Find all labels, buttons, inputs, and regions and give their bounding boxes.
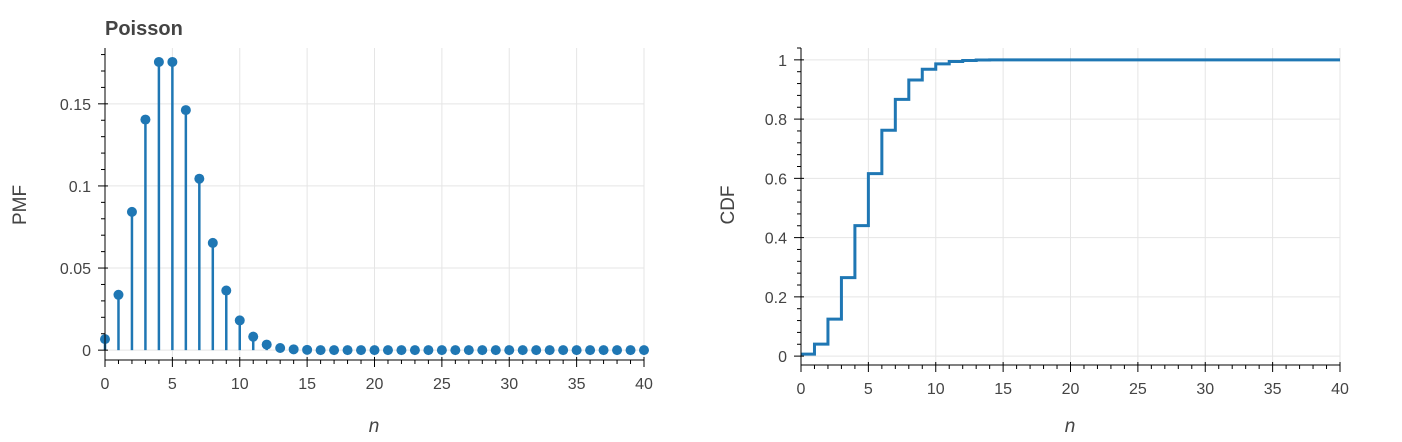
pmf-x-tick-label: 30 [500, 376, 518, 393]
cdf-y-tick-label: 0.6 [765, 171, 787, 188]
cdf-y-tick-label: 0.8 [765, 112, 787, 129]
pmf-x-tick-label: 0 [101, 376, 110, 393]
pmf-point [625, 345, 636, 356]
pmf-point [598, 345, 609, 356]
cdf-chart: 0 5 10 15 20 25 30 35 40 0 0.2 0.4 0.6 0.8 1 CDF n [718, 47, 1349, 437]
pmf-point [504, 345, 515, 356]
cdf-x-tick-label: 40 [1331, 381, 1349, 398]
pmf-point [531, 345, 542, 356]
pmf-point [517, 345, 528, 356]
pmf-y-tick-label: 0.05 [60, 261, 91, 278]
cdf-x-tick-label: 5 [864, 381, 873, 398]
pmf-x-tick-label: 40 [635, 376, 653, 393]
cdf-x-tick-label: 15 [994, 381, 1012, 398]
pmf-point [180, 105, 191, 116]
pmf-point [261, 339, 272, 350]
pmf-x-tick-label: 35 [568, 376, 586, 393]
pmf-point [490, 345, 501, 356]
cdf-x-tick-label: 10 [927, 381, 945, 398]
pmf-point [396, 345, 407, 356]
pmf-point [275, 343, 286, 354]
pmf-point [477, 345, 488, 356]
pmf-point [639, 345, 649, 356]
pmf-point [571, 345, 582, 356]
pmf-point [463, 345, 474, 356]
pmf-y-tick-label: 0.1 [69, 179, 91, 196]
pmf-point [612, 345, 623, 356]
pmf-x-tick-label: 25 [433, 376, 451, 393]
pmf-point [423, 345, 434, 356]
pmf-point [356, 345, 367, 356]
pmf-point [140, 114, 151, 125]
pmf-x-tick-label: 20 [366, 376, 384, 393]
cdf-y-tick-label: 0.2 [765, 290, 787, 307]
pmf-point [382, 345, 393, 356]
pmf-point [315, 345, 326, 356]
pmf-point [248, 331, 259, 342]
cdf-x-tick-label: 30 [1196, 381, 1214, 398]
pmf-point [302, 344, 313, 355]
pmf-axes: 0 5 10 15 20 25 30 35 40 0 0.05 0.1 0.15 [60, 48, 653, 393]
cdf-x-tick-label: 0 [797, 381, 806, 398]
cdf-step-path [801, 58, 1340, 356]
pmf-x-tick-label: 15 [298, 376, 316, 393]
pmf-point [234, 315, 245, 326]
pmf-point [342, 345, 353, 356]
pmf-point [409, 345, 420, 356]
pmf-y-axis-label: PMF [10, 185, 31, 225]
cdf-axes: 0 5 10 15 20 25 30 35 40 0 0.2 0.4 0.6 0.8 1 [765, 47, 1349, 398]
cdf-y-tick-label: 1 [778, 53, 787, 70]
pmf-point [369, 345, 380, 356]
pmf-point [207, 237, 218, 248]
pmf-point [167, 56, 178, 67]
pmf-point [221, 285, 232, 296]
pmf-point [153, 56, 164, 67]
pmf-point [585, 345, 596, 356]
pmf-x-tick-label: 10 [231, 376, 249, 393]
cdf-y-tick-label: 0.4 [765, 231, 787, 248]
pmf-y-tick-label: 0.15 [60, 97, 91, 114]
pmf-point [126, 206, 137, 217]
pmf-y-tick-label: 0 [82, 343, 91, 360]
pmf-point [544, 345, 555, 356]
pmf-point [329, 345, 340, 356]
pmf-point [436, 345, 447, 356]
cdf-step-line [801, 58, 1340, 356]
cdf-x-tick-label: 20 [1062, 381, 1080, 398]
pmf-chart-title: Poisson [105, 18, 183, 40]
cdf-x-axis-label: n [1065, 416, 1076, 437]
pmf-point [194, 173, 205, 184]
pmf-chart: Poisson 0 5 10 15 20 25 30 35 40 0 0.05 0.1 0.15 PMF… [10, 18, 653, 437]
pmf-point [113, 289, 124, 300]
pmf-point [288, 344, 299, 355]
cdf-y-tick-label: 0 [778, 349, 787, 366]
pmf-x-tick-label: 5 [168, 376, 177, 393]
cdf-y-axis-label: CDF [718, 185, 739, 224]
pmf-x-axis-label: n [369, 416, 380, 437]
cdf-x-tick-label: 35 [1264, 381, 1282, 398]
pmf-point [558, 345, 569, 356]
cdf-x-tick-label: 25 [1129, 381, 1147, 398]
pmf-point [450, 345, 461, 356]
cdf-grid [801, 48, 1341, 365]
